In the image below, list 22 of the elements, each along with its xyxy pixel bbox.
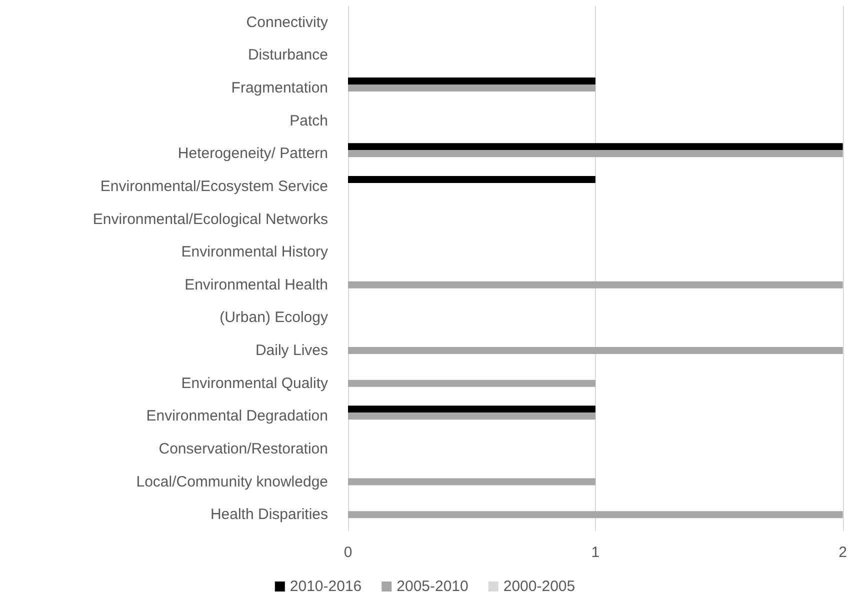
x-tick-label: 2 <box>838 544 847 561</box>
y-tick-label: Patch <box>290 112 328 130</box>
y-tick-label: Local/Community knowledge <box>136 473 328 490</box>
y-tick-label: Environmental Quality <box>181 374 328 392</box>
y-tick-label: Daily Lives <box>255 342 328 360</box>
legend-label: 2010-2016 <box>290 578 362 595</box>
y-tick-label: Environmental Degradation <box>146 408 328 425</box>
y-tick-label: Environmental Health <box>184 276 328 294</box>
y-tick-label: Health Disparities <box>210 506 328 524</box>
x-tick-label: 1 <box>591 544 600 561</box>
y-tick-label: Environmental History <box>181 244 328 261</box>
y-tick-label: Environmental/Ecosystem Service <box>100 178 328 195</box>
y-tick-label: Connectivity <box>246 14 328 31</box>
y-tick-label: (Urban) Ecology <box>220 309 328 326</box>
y-tick-label: Disturbance <box>248 46 328 64</box>
y-tick-label: Heterogeneity/ Pattern <box>178 145 328 162</box>
y-tick-label: Environmental/Ecological Networks <box>92 210 328 228</box>
legend-label: 2000-2005 <box>503 578 576 595</box>
legend-label: 2005-2010 <box>396 578 468 595</box>
y-tick-label: Fragmentation <box>231 80 328 97</box>
y-tick-label: Conservation/Restoration <box>158 440 328 458</box>
x-tick-label: 0 <box>344 544 352 561</box>
